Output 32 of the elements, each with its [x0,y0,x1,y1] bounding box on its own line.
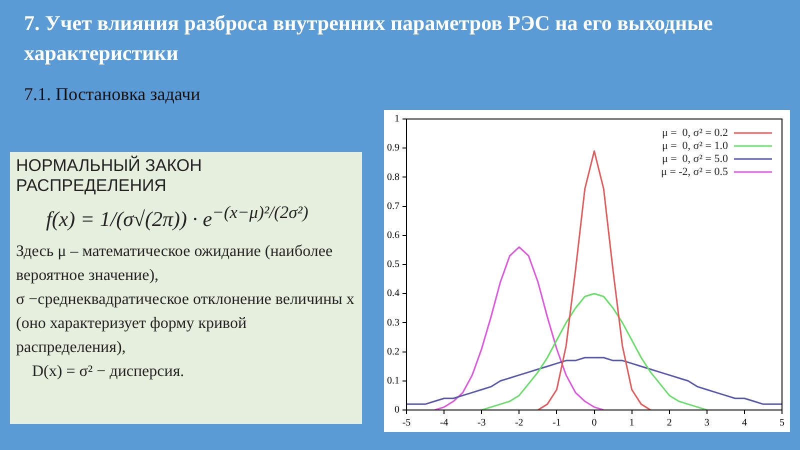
y-tick-label: 0.9 [387,142,400,154]
y-tick-label: 0.6 [387,230,400,242]
x-tick-label: 4 [742,418,747,429]
x-tick-label: -4 [440,418,448,429]
x-tick-label: -2 [514,418,524,429]
y-tick-label: 0.2 [387,346,400,358]
legend-label: μ = -2, σ² = 0.5 [661,166,728,178]
text: f(x) = 1/(σ√(2π)) · e$^{−(x−μ)²/(2σ²)}$ [46,202,310,232]
text: 7.1. Постановка задачи [24,84,200,105]
x-tick-label: 5 [780,418,784,429]
legend-label: μ = 0, σ² = 5.0 [662,152,728,165]
x-tick-label: -5 [402,418,411,429]
x-tick-label: 0 [592,418,597,429]
x-tick-label: 3 [704,418,710,429]
x-tick-label: -3 [477,418,486,429]
x-tick-label: 2 [666,418,672,429]
y-tick-label: 0.5 [387,259,400,270]
text: НОРМАЛЬНЫЙ ЗАКОН РАСПРЕДЕЛЕНИЯ [16,156,203,196]
y-tick-label: 0.7 [387,200,400,212]
text: D(x) = σ² − дисперсия. [31,362,186,382]
y-tick-label: 1 [394,114,400,125]
y-tick-label: 0 [394,404,400,416]
y-tick-label: 0.3 [387,317,400,328]
y-tick-label: 0.4 [387,288,400,300]
y-tick-label: 0.8 [387,172,400,183]
legend-label: μ = 0, σ² = 1.0 [662,140,728,152]
legend-label: μ = 0, σ² = 0.2 [662,126,728,139]
y-tick-label: 0.1 [387,376,400,387]
x-tick-label: -1 [552,418,561,429]
chart-title: 7. Учет влияния разброса внутренних параметров РЭС на его выходные характеристики [24,10,714,67]
x-tick-label: 1 [629,418,634,429]
text: σ −среднеквадратическое отклонение величины x (оно характеризует форму кривой распределения), [16,290,356,358]
